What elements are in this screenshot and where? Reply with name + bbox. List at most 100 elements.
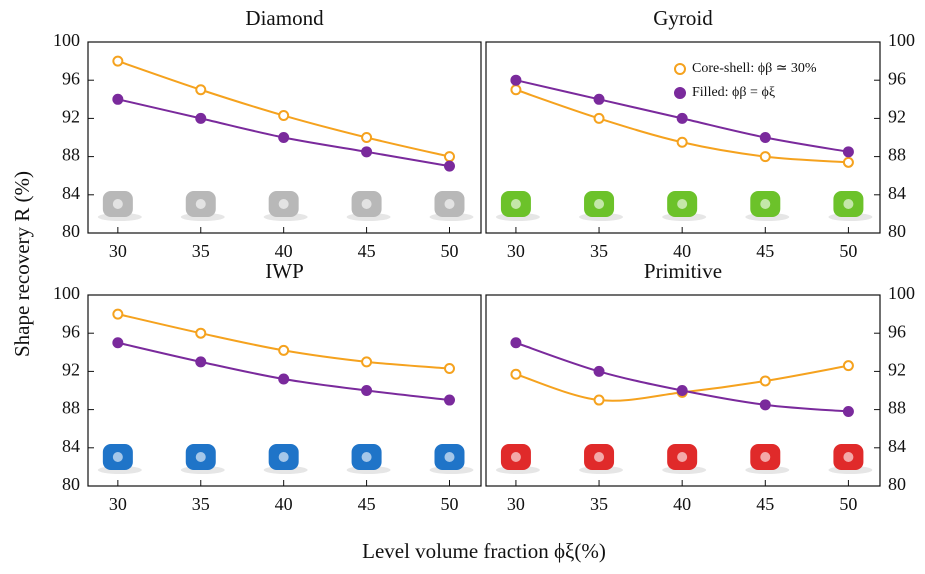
panel-title: IWP (265, 259, 304, 283)
y-tick-label: 96 (62, 68, 80, 88)
x-tick-label: 50 (440, 494, 458, 514)
data-point (443, 160, 455, 172)
y-tick-label: 92 (888, 107, 906, 127)
y-tick-label: 100 (53, 30, 80, 50)
y-tick-label: 84 (62, 183, 80, 203)
x-tick-label: 45 (358, 494, 376, 514)
y-tick-label: 100 (888, 283, 915, 303)
unit-cell-hole (677, 452, 688, 462)
plot-frame (485, 294, 881, 487)
unit-cell-hole (195, 199, 206, 209)
data-point (593, 394, 605, 406)
data-point (443, 363, 455, 375)
data-point (676, 112, 688, 124)
x-tick-label: 30 (109, 494, 127, 514)
y-tick-label: 96 (888, 68, 906, 88)
x-tick-label: 50 (839, 241, 857, 261)
unit-cell-hole (677, 199, 688, 209)
unit-cell-hole (760, 199, 771, 209)
data-point (112, 93, 124, 105)
y-tick-label: 96 (888, 321, 906, 341)
y-tick-label: 100 (53, 283, 80, 303)
y-tick-label: 96 (62, 321, 80, 341)
unit-cell-hole (594, 452, 605, 462)
data-point (278, 344, 290, 356)
unit-cell-hole (760, 452, 771, 462)
x-tick-label: 50 (440, 241, 458, 261)
series-line (515, 88, 849, 164)
data-point (195, 112, 207, 124)
x-tick-label: 40 (673, 494, 691, 514)
x-tick-label: 35 (192, 241, 210, 261)
data-point (361, 385, 373, 396)
x-tick-label: 45 (358, 241, 376, 261)
data-point (593, 93, 605, 105)
data-point (759, 132, 771, 143)
data-point (112, 337, 124, 349)
x-tick-label: 45 (756, 494, 774, 514)
unit-cell-hole (510, 199, 521, 209)
data-point (361, 132, 373, 143)
legend-label: Core-shell: ϕβ ≃ 30% (692, 61, 817, 76)
panel-title: Gyroid (653, 6, 713, 30)
x-tick-label: 50 (839, 494, 857, 514)
data-point (842, 156, 854, 168)
y-tick-label: 80 (62, 221, 80, 241)
y-tick-label: 80 (62, 474, 80, 494)
data-point (676, 385, 688, 396)
data-point (510, 368, 522, 380)
series-line (515, 341, 849, 413)
unit-cell-hole (444, 452, 455, 462)
data-point (361, 356, 373, 368)
panel-title: Primitive (644, 259, 722, 283)
plot-frame (87, 41, 482, 234)
data-point (112, 308, 124, 320)
unit-cell-hole (361, 452, 372, 462)
y-tick-label: 84 (62, 436, 80, 456)
x-tick-label: 45 (756, 241, 774, 261)
unit-cell-hole (843, 452, 854, 462)
data-point (676, 136, 688, 148)
plot-frame (87, 294, 482, 487)
data-point (593, 112, 605, 124)
data-point (842, 406, 854, 418)
y-tick-label: 92 (62, 360, 80, 380)
data-point (112, 55, 124, 67)
x-tick-label: 30 (507, 241, 525, 261)
x-tick-label: 30 (507, 494, 525, 514)
x-tick-label: 30 (109, 241, 127, 261)
unit-cell-hole (112, 452, 123, 462)
y-tick-label: 92 (888, 360, 906, 380)
y-tick-label: 84 (888, 436, 906, 456)
data-point (593, 365, 605, 377)
series-line (117, 313, 450, 370)
x-tick-label: 35 (590, 241, 608, 261)
legend-marker (674, 63, 686, 75)
data-point (443, 151, 455, 163)
y-tick-label: 100 (888, 30, 915, 50)
y-tick-label: 80 (888, 474, 906, 494)
plot-frame (485, 41, 881, 234)
data-point (759, 151, 771, 163)
data-point (510, 84, 522, 96)
legend-label: Filled: ϕβ = ϕξ (692, 85, 775, 100)
y-tick-label: 80 (888, 221, 906, 241)
y-tick-label: 92 (62, 107, 80, 127)
data-point (278, 110, 290, 122)
data-point (443, 394, 455, 406)
y-tick-label: 88 (888, 145, 906, 165)
data-point (759, 399, 771, 411)
data-point (510, 74, 522, 86)
unit-cell-hole (278, 452, 289, 462)
x-tick-label: 35 (192, 494, 210, 514)
data-point (842, 360, 854, 372)
unit-cell-hole (278, 199, 289, 209)
x-tick-label: 40 (275, 241, 293, 261)
y-tick-label: 88 (888, 398, 906, 418)
unit-cell-hole (843, 199, 854, 209)
data-point (195, 327, 207, 339)
data-point (510, 337, 522, 349)
unit-cell-hole (112, 199, 123, 209)
legend-marker (674, 87, 686, 99)
